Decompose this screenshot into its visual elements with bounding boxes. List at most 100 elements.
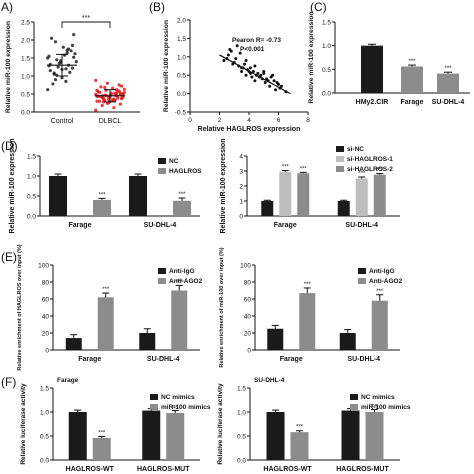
- panel-a-point: [68, 70, 72, 74]
- panel-e2-bar: [299, 293, 316, 350]
- panel-a-point: [55, 58, 59, 62]
- panel-d1-y-axis-label: Relative miR-100 expression: [9, 139, 16, 234]
- panel-f2-bar: [365, 412, 384, 460]
- panel-e1-bar: [139, 333, 156, 350]
- panel-b-point: [272, 79, 276, 83]
- panel-e1-y-tick-label: 100: [38, 263, 49, 270]
- panel-a-point: [66, 47, 71, 51]
- panel-d1-legend-label: HAGLROS: [169, 168, 202, 175]
- panel-c-bar: [401, 66, 423, 93]
- panel-b-y-axis-label: Relative miR-100 expression: [163, 20, 170, 112]
- panel-f1-significance: ***: [98, 430, 106, 436]
- panel-b-y-tick-label: 1.5: [177, 36, 186, 43]
- panel-b-point: [277, 82, 280, 86]
- panel-b-x-tick-label: 2: [218, 117, 222, 124]
- panel-f1-y-tick-label: 0.5: [40, 434, 49, 441]
- panel-b-annotation-p: P<0.001: [240, 46, 265, 53]
- panel-a-point: [112, 106, 116, 110]
- panel-e2-y-tick-label: 60: [244, 297, 252, 304]
- panel-a-point: [72, 33, 76, 37]
- panel-a-point: [46, 88, 50, 92]
- panel-a-x-tick-label: Control: [51, 118, 74, 125]
- panel-e2-y-tick-label: 0: [247, 348, 251, 355]
- panel-letter-b: (B): [149, 0, 165, 14]
- panel-a-point: [117, 83, 121, 87]
- panel-f1-x-tick-label: HAGLROS-MUT: [137, 466, 190, 473]
- panel-e2-bar: [267, 328, 284, 350]
- panel-b-x-tick-label: 8: [306, 117, 310, 124]
- panel-f1-y-tick-label: 1.0: [40, 410, 49, 417]
- panel-f2-bar: [341, 410, 360, 460]
- panel-d2-y-tick-label: 3: [239, 169, 243, 176]
- panel-a-point: [114, 88, 119, 92]
- panel-f2-y-tick-label: 0.0: [237, 458, 246, 465]
- panel-f2-legend-label: NC mimics: [361, 394, 395, 401]
- panel-e1-y-axis-label: Relative enrichment of HAGLROS over inpu…: [17, 244, 23, 370]
- panel-d2-y-tick-label: 4: [239, 154, 243, 161]
- panel-d2-bar: [337, 201, 350, 216]
- panel-a-point: [114, 92, 119, 96]
- panel-a-point: [53, 40, 58, 44]
- panel-a-y-tick-label: 1.5: [21, 56, 30, 63]
- panel-d2-bar: [373, 174, 386, 216]
- panel-a-point: [53, 78, 58, 82]
- panel-b-point: [259, 73, 263, 77]
- panel-d2-x-tick-label: SU-DHL-4: [345, 222, 378, 229]
- panel-a-point: [99, 85, 103, 89]
- panel-f2-significance: ns: [371, 404, 377, 410]
- panel-e1-y-tick-label: 0: [45, 348, 49, 355]
- panel-a-point: [70, 66, 74, 70]
- panel-f2-bar: [266, 412, 285, 460]
- panel-d2-bar: [297, 173, 310, 216]
- panel-d2-bar: [279, 171, 292, 216]
- panel-e1-x-tick-label: Farage: [78, 356, 101, 363]
- panel-f1-legend-swatch: [150, 404, 158, 410]
- panel-d2-legend-label: si-HAGLROS-2: [347, 166, 393, 173]
- panel-b-point: [243, 62, 247, 66]
- panel-b-point: [238, 51, 242, 55]
- panel-f2-title: SU-DHL-4: [254, 377, 285, 384]
- panel-e2-y-tick-label: 20: [244, 331, 252, 338]
- panel-a-point: [98, 99, 102, 103]
- panel-a-point: [94, 78, 98, 82]
- panel-a-point: [46, 56, 50, 60]
- panel-a-point: [48, 69, 52, 73]
- panel-f1-bar: [166, 412, 185, 460]
- panel-a-x-tick-label: DLBCL: [99, 118, 122, 125]
- panel-e1-y-tick-label: 20: [42, 331, 50, 338]
- panel-letter-d: (D): [1, 139, 18, 153]
- panel-e2-x-tick-label: Farage: [280, 356, 303, 363]
- panel-e1-legend-swatch: [158, 268, 166, 274]
- panel-a-point: [64, 67, 68, 71]
- panel-a-significance-bracket: [61, 21, 111, 28]
- panel-a-point: [100, 103, 104, 108]
- panel-c-bar: [437, 73, 459, 93]
- panel-e1-legend-label: Anti-IgG: [169, 268, 195, 275]
- panel-f1-bar: [142, 410, 161, 460]
- panel-b-point: [250, 75, 254, 79]
- panel-f1-bar: [92, 437, 111, 460]
- panel-a-y-tick-label: 2.0: [21, 38, 30, 45]
- panel-e1-y-tick-label: 60: [42, 297, 50, 304]
- panel-c-x-tick-label: Farage: [401, 99, 424, 106]
- panel-f2-legend-swatch: [350, 404, 358, 410]
- panel-b-point: [226, 53, 230, 57]
- panel-a-point: [94, 92, 98, 96]
- panel-a-point: [112, 97, 116, 101]
- panel-f1-x-tick-label: HAGLROS-WT: [66, 466, 115, 473]
- panel-f1-title: Farage: [57, 377, 79, 384]
- panel-b-point: [228, 47, 232, 51]
- panel-f1-y-tick-label: 0.0: [40, 458, 49, 465]
- panel-f1-y-axis-label: Relative luciferase activity: [20, 383, 27, 465]
- panel-b-y-tick-label: 0.0: [177, 91, 186, 98]
- panel-a-point: [118, 102, 122, 106]
- panel-d1-legend-swatch: [158, 158, 166, 164]
- panel-e2-significance: ***: [304, 282, 312, 288]
- panel-f2-bar: [290, 432, 309, 460]
- panel-d1-y-tick-label: 0.5: [27, 194, 36, 201]
- panel-b-point: [253, 79, 257, 83]
- panel-e1-significance: ***: [176, 279, 184, 285]
- panel-b-point: [235, 44, 239, 48]
- panel-b-point: [268, 84, 272, 88]
- panel-e2-bar: [371, 300, 388, 350]
